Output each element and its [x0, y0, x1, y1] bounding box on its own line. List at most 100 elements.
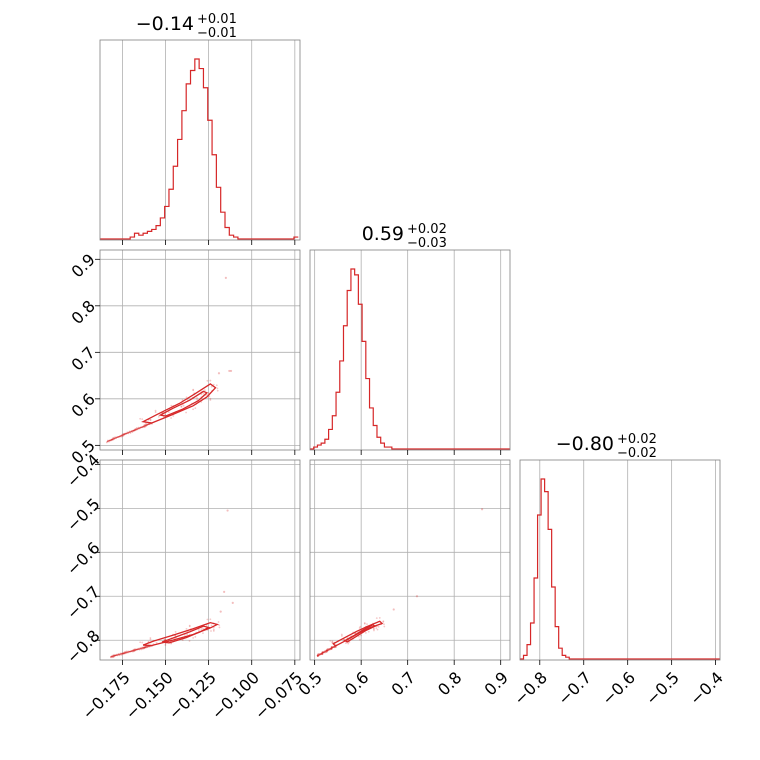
pair-0-cloud-0-5-3: [185, 396, 188, 399]
pair-1-cloud-1-6-1: [188, 625, 191, 628]
pair-1-cloud-1-4-1: [212, 626, 215, 629]
param-title-plus-2: +0.02: [617, 432, 657, 447]
pair-0-cloud-1-4-0: [216, 389, 219, 392]
pair-frame-0: [99, 249, 301, 451]
pair-panel-0: [95, 249, 301, 455]
xtick-label-p0-4: −0.075: [251, 668, 306, 723]
pair-1-outlier-2: [231, 601, 234, 604]
pair-0-cloud-1-0-3: [149, 418, 152, 421]
pair-1-cloud-1-5-2: [210, 624, 213, 627]
param-title-plus-0: +0.01: [197, 12, 237, 27]
xtick-label-p1-2: 0.7: [388, 668, 419, 699]
pair-1-outlier-3: [219, 610, 222, 613]
pair-0-cloud-0-6-2: [170, 404, 173, 407]
pair-0-cloud-1-8-1: [154, 411, 157, 413]
pair-0-cloud-1-2-3: [192, 408, 195, 411]
pair-2-cloud-0-3-3: [376, 628, 379, 631]
pair-2-cloud-1-9-3: [331, 640, 334, 643]
param-title-minus-1: −0.03: [407, 236, 447, 251]
xtick-label-p2-1: −0.7: [554, 668, 595, 709]
pair-0-cloud-1-6-1: [192, 389, 195, 392]
pair-1-outlier-1: [223, 590, 226, 593]
pair-0-contour-inner: [158, 390, 209, 417]
pair-0-cloud-0-1-2: [185, 411, 187, 414]
pair-0-cloud-0-4-2: [206, 393, 208, 396]
pair-2-cloud-1-2-2: [360, 634, 362, 637]
pair-1-cloud-1-8-3: [155, 641, 158, 644]
pair-2-cloud-1-4-1: [377, 625, 380, 628]
pair-0-contour-outer: [141, 383, 217, 424]
pair-2-contour-outer: [332, 620, 384, 647]
pair-0-cloud-1-5-2: [210, 385, 213, 388]
pair-2-cloud-0-5-3: [359, 625, 362, 628]
xtick-label-p1-4: 0.9: [481, 668, 512, 699]
pair-0-cloud-1-1-2: [172, 415, 175, 417]
xtick-label-p1-0: 0.5: [295, 668, 326, 699]
hist-frame-1: [309, 249, 511, 451]
pair-0-cloud-1-7-1: [181, 399, 184, 401]
pair-1-cloud-1-4-2: [218, 624, 221, 626]
pair-2-cloud-0-1-2: [358, 638, 361, 641]
pair-frame-1: [99, 459, 301, 661]
param-title-median-1: 0.59: [362, 223, 404, 245]
pair-0-tail: [106, 422, 152, 443]
pair-1-cloud-1-4-3: [217, 621, 220, 623]
param-title-median-0: −0.14: [136, 13, 194, 35]
pair-0-cloud-1-3-1: [209, 399, 212, 401]
xtick-label-p2-0: −0.8: [510, 668, 551, 709]
ytick-label-p2-2: −0.6: [63, 538, 104, 579]
pair-1-cloud-1-6-2: [188, 624, 191, 627]
pair-1-cloud-0-7-0: [163, 638, 166, 641]
param-title-plus-1: +0.02: [407, 222, 447, 237]
pair-2-cloud-0-4-2: [375, 627, 378, 629]
pair-0-outlier-1: [229, 369, 233, 373]
pair-panel-1: [95, 459, 301, 665]
pair-1-cloud-0-2-2: [198, 630, 200, 632]
pair-2-cloud-1-3-2: [366, 623, 368, 625]
pair-panel-2: [309, 459, 511, 665]
pair-0-cloud-0-2-2: [196, 398, 199, 401]
pair-0-cloud-1-6-2: [192, 388, 195, 391]
pair-1-cloud-0-4-1: [200, 628, 203, 630]
hist-frame-2: [519, 459, 721, 661]
pair-1-tail: [110, 644, 152, 658]
histogram-2: [520, 478, 720, 660]
ytick-label-p2-0: −0.8: [63, 626, 104, 667]
pair-0-cloud-1-0-0: [149, 419, 152, 421]
pair-0-cloud-1-4-3: [215, 384, 218, 387]
pair-1-cloud-0-2-3: [202, 632, 204, 634]
pair-0-cloud-1-8-2: [157, 415, 160, 418]
hist-panel-0: [99, 39, 301, 245]
pair-1-cloud-1-1-0: [170, 642, 173, 645]
param-title-1: 0.59 +0.02−0.03: [362, 222, 447, 251]
hist-panel-1: [309, 249, 511, 455]
pair-2-outlier-2: [415, 595, 419, 598]
pair-0-outlier-3: [217, 372, 221, 375]
pair-0-cloud-0-3-2: [203, 389, 206, 392]
pair-1-cloud-1-4-0: [218, 626, 221, 629]
pair-0-cloud-1-3-3: [209, 397, 212, 400]
pair-1-cloud-1-9-2: [139, 641, 142, 644]
pair-1-cloud-0-1-1: [186, 633, 188, 636]
pair-0-outlier-2: [228, 369, 231, 373]
pair-2-cloud-1-4-2: [383, 623, 385, 626]
xtick-label-p1-1: 0.6: [341, 668, 372, 699]
ytick-label-p1-4: 0.9: [68, 250, 99, 281]
pair-1-cloud-1-3-1: [212, 630, 215, 632]
param-title-minus-2: −0.02: [617, 446, 657, 461]
pair-2-cloud-1-7-1: [358, 627, 361, 629]
pair-0-cloud-1-5-1: [212, 383, 215, 386]
ytick-label-p2-1: −0.7: [63, 582, 104, 623]
pair-1-cloud-0-1-0: [181, 639, 184, 642]
pair-2-cloud-0-5-1: [364, 632, 367, 634]
pair-2-cloud-1-5-0: [378, 617, 381, 619]
pair-2-cloud-1-5-1: [382, 621, 385, 623]
pair-0-cloud-0-3-1: [207, 392, 210, 394]
pair-1-contour-outer: [142, 621, 220, 647]
pair-1-cloud-0-7-2: [164, 644, 167, 646]
pair-2-cloud-1-0-2: [331, 641, 334, 644]
pair-2-cloud-1-4-0: [383, 625, 386, 628]
pair-1-outlier-0: [226, 509, 229, 512]
pair-2-cloud-1-6-1: [363, 622, 366, 625]
